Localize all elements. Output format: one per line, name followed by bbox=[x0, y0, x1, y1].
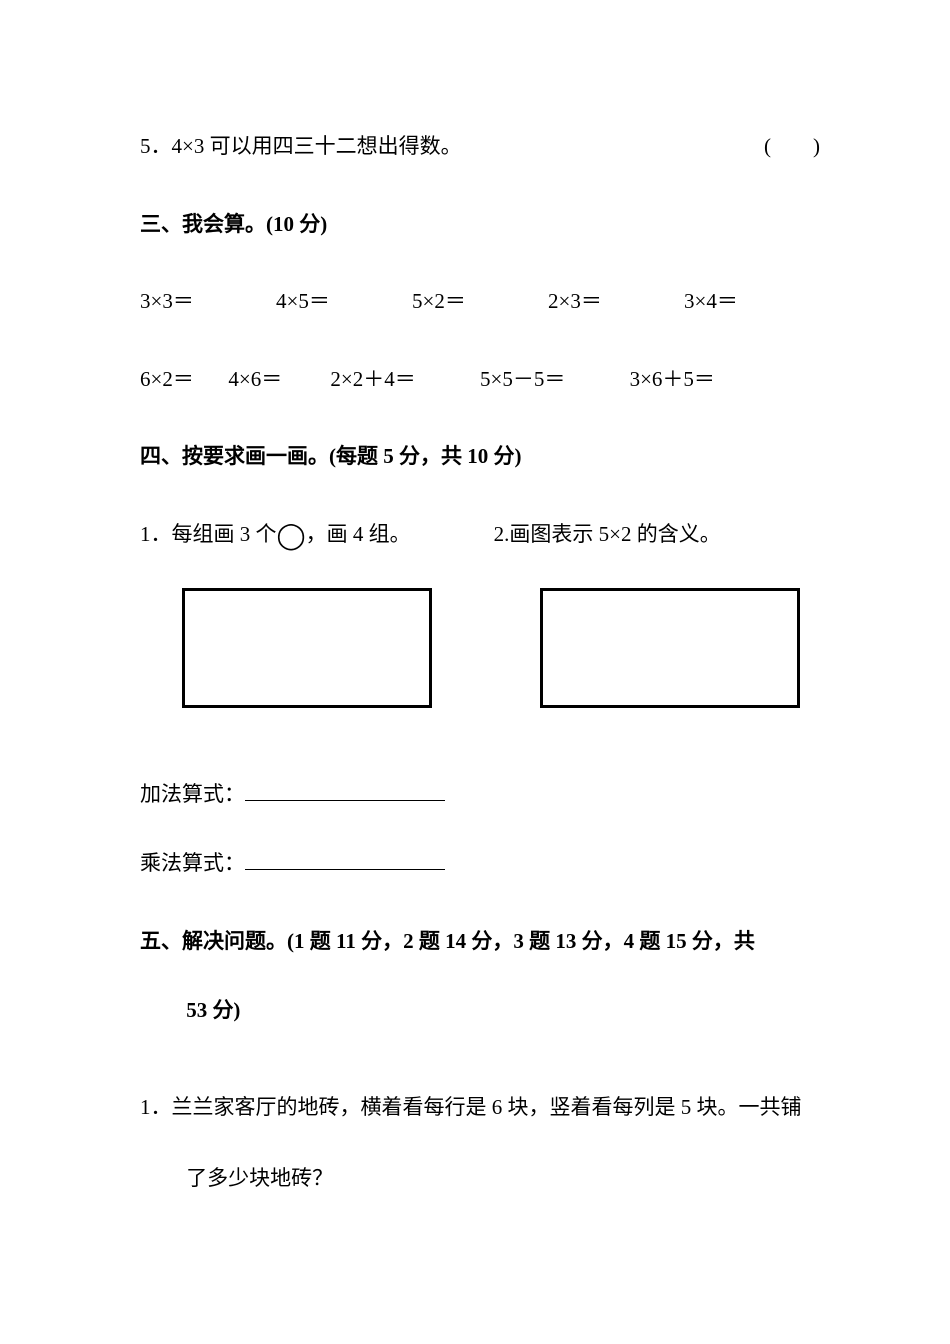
section3-heading: 三、我会算。(10 分) bbox=[140, 208, 820, 242]
addition-formula-line: 加法算式： bbox=[140, 778, 820, 812]
draw-prompt-left-post: ，画 4 组。 bbox=[306, 522, 411, 546]
circle-icon: ◯ bbox=[277, 523, 306, 549]
draw-boxes-row bbox=[140, 588, 820, 708]
calc-row-2: 6×2＝ 4×6＝ 2×2＋4＝ 5×5－5＝ 3×6＋5＝ bbox=[140, 363, 820, 397]
judgement-q5-text: 5．4×3 可以用四三十二想出得数。 bbox=[140, 130, 462, 164]
calc-item[interactable]: 4×6＝ bbox=[228, 363, 330, 397]
section5-heading-line1: 五、解决问题。(1 题 11 分，2 题 14 分，3 题 13 分，4 题 1… bbox=[140, 925, 820, 959]
draw-col-right: 2.画图表示 5×2 的含义。 bbox=[494, 518, 820, 570]
addition-blank[interactable] bbox=[245, 779, 445, 801]
draw-prompt-right: 2.画图表示 5×2 的含义。 bbox=[494, 518, 820, 552]
judgement-q5-paren[interactable]: ( ) bbox=[764, 130, 820, 164]
calc-item[interactable]: 2×3＝ bbox=[548, 285, 684, 319]
draw-col-left: 1．每组画 3 个◯，画 4 组。 bbox=[140, 518, 466, 570]
multiplication-formula-line: 乘法算式： bbox=[140, 847, 820, 881]
calc-item[interactable]: 3×3＝ bbox=[140, 285, 276, 319]
draw-box-right[interactable] bbox=[540, 588, 800, 708]
draw-prompt-left: 1．每组画 3 个◯，画 4 组。 bbox=[140, 518, 466, 552]
section5-q1: 1．兰兰家客厅的地砖，横着看每行是 6 块，竖着看每列是 5 块。一共铺了多少块… bbox=[140, 1072, 820, 1215]
calc-row-1: 3×3＝ 4×5＝ 5×2＝ 2×3＝ 3×4＝ bbox=[140, 285, 820, 319]
calc-item[interactable]: 3×6＋5＝ bbox=[630, 363, 820, 397]
draw-box-left[interactable] bbox=[182, 588, 432, 708]
draw-prompt-left-pre: 1．每组画 3 个 bbox=[140, 522, 277, 546]
section4-heading: 四、按要求画一画。(每题 5 分，共 10 分) bbox=[140, 440, 820, 474]
section5-heading-line2: 53 分) bbox=[140, 994, 820, 1028]
calc-item[interactable]: 2×2＋4＝ bbox=[330, 363, 480, 397]
worksheet-page: 5．4×3 可以用四三十二想出得数。 ( ) 三、我会算。(10 分) 3×3＝… bbox=[0, 0, 950, 1344]
calc-item[interactable]: 5×5－5＝ bbox=[480, 363, 630, 397]
multiplication-blank[interactable] bbox=[245, 848, 445, 870]
judgement-q5-row: 5．4×3 可以用四三十二想出得数。 ( ) bbox=[140, 130, 820, 164]
calc-item[interactable]: 5×2＝ bbox=[412, 285, 548, 319]
draw-prompts-row: 1．每组画 3 个◯，画 4 组。 2.画图表示 5×2 的含义。 bbox=[140, 518, 820, 570]
calc-item[interactable]: 6×2＝ bbox=[140, 363, 228, 397]
calc-item[interactable]: 4×5＝ bbox=[276, 285, 412, 319]
addition-label: 加法算式： bbox=[140, 782, 245, 806]
multiplication-label: 乘法算式： bbox=[140, 851, 245, 875]
calc-item[interactable]: 3×4＝ bbox=[684, 285, 820, 319]
